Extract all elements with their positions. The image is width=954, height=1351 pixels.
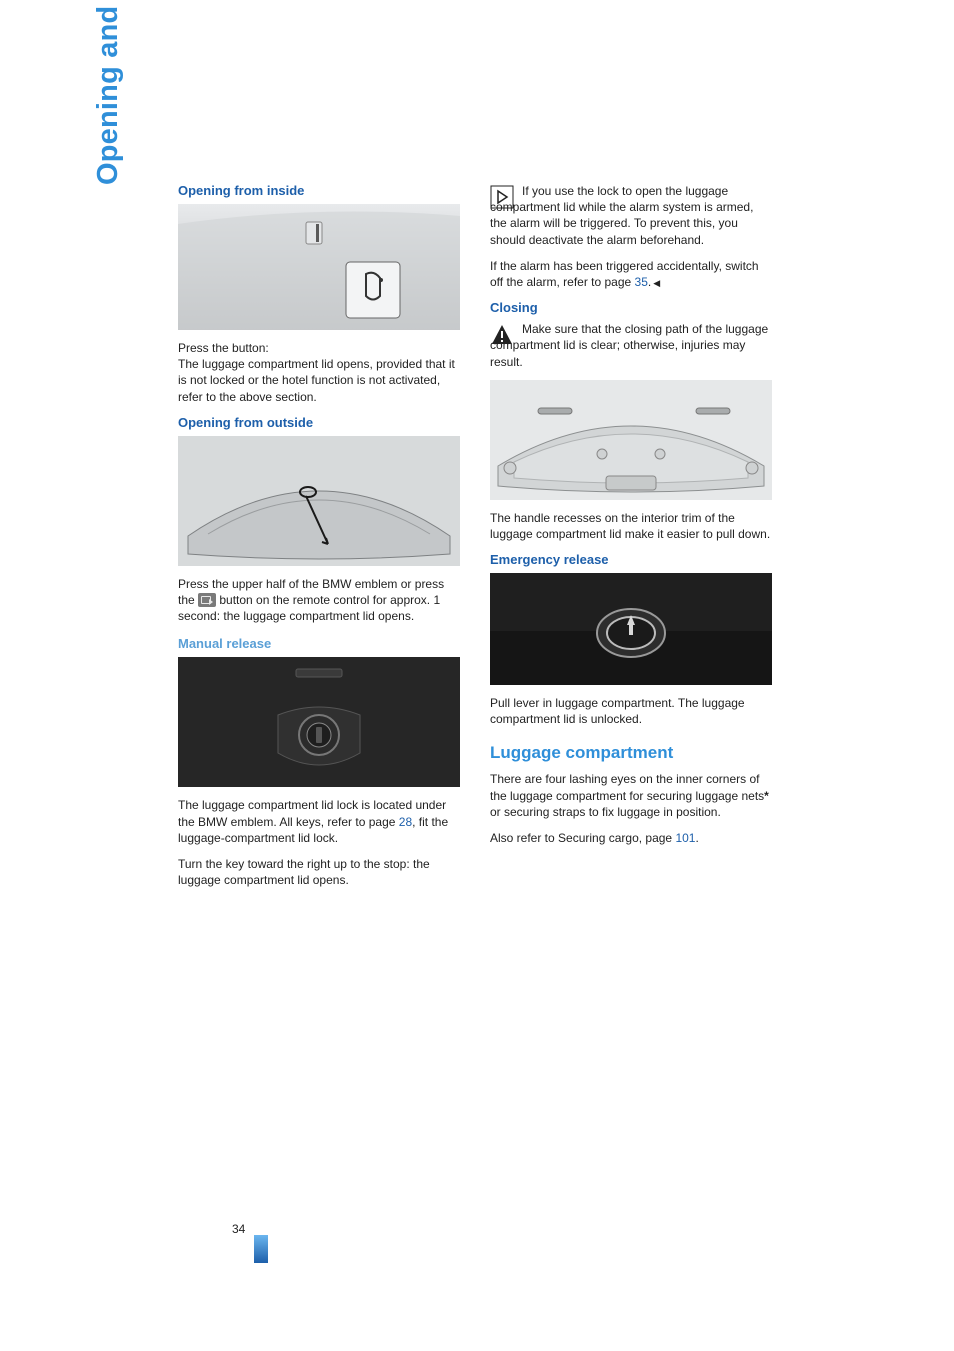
link-page-35[interactable]: 35 (635, 275, 648, 289)
page-number: 34 (232, 1222, 245, 1236)
figure-interior-button (178, 204, 460, 330)
note-alarm-2-tail: . (648, 275, 660, 289)
text-turn-key: Turn the key toward the right up to the … (178, 856, 460, 888)
text-securing-tail: . (695, 831, 698, 845)
info-note-alarm: If you use the lock to open the luggage … (490, 183, 772, 248)
text-securing-cargo: Also refer to Securing cargo, page 101. (490, 830, 772, 846)
text-press-emblem-post: button on the remote control for approx.… (178, 593, 440, 623)
figure-trunk-outside (178, 436, 460, 566)
text-lashing-eyes: There are four lashing eyes on the inner… (490, 771, 772, 820)
text-lashing-tail: or securing straps to fix luggage in pos… (490, 805, 721, 819)
link-page-101[interactable]: 101 (675, 831, 695, 845)
heading-emergency-release: Emergency release (490, 552, 772, 567)
heading-luggage-compartment: Luggage compartment (490, 743, 772, 763)
footnote-star: * (764, 789, 769, 803)
text-lashing-pre: There are four lashing eyes on the inner… (490, 772, 764, 802)
info-arrow-icon (490, 185, 514, 209)
column-left: Opening from inside Press the button: Th… (178, 183, 460, 898)
text-press-button-line1: Press the button: (178, 341, 269, 355)
text-pull-lever: Pull lever in luggage compartment. The l… (490, 695, 772, 727)
note-alarm-2-pre: If the alarm has been triggered accident… (490, 259, 759, 289)
text-press-button: Press the button: The luggage compartmen… (178, 340, 460, 405)
interior-button-illustration (178, 204, 460, 330)
text-handle-recesses: The handle recesses on the interior trim… (490, 510, 772, 542)
note-alarm-text-1: If you use the lock to open the luggage … (490, 183, 772, 248)
text-press-button-line2: The luggage compartment lid opens, provi… (178, 357, 455, 403)
keyhole-illustration (178, 657, 460, 787)
heading-closing: Closing (490, 300, 772, 315)
text-securing-pre: Also refer to Securing cargo, page (490, 831, 675, 845)
warning-closing-path: Make sure that the closing path of the l… (490, 321, 772, 370)
figure-keyhole (178, 657, 460, 787)
trunk-remote-icon (198, 593, 216, 607)
lid-interior-illustration (490, 380, 772, 500)
heading-opening-from-outside: Opening from outside (178, 415, 460, 430)
text-lid-lock-location: The luggage compartment lid lock is loca… (178, 797, 460, 846)
trunk-outside-illustration (178, 436, 460, 566)
link-page-28[interactable]: 28 (399, 815, 412, 829)
warning-triangle-icon (490, 323, 514, 347)
figure-emergency-lever (490, 573, 772, 685)
heading-manual-release: Manual release (178, 636, 460, 651)
column-right: If you use the lock to open the luggage … (490, 183, 772, 856)
figure-lid-interior (490, 380, 772, 500)
note-alarm-text-2: If the alarm has been triggered accident… (490, 258, 772, 290)
text-press-emblem: Press the upper half of the BMW emblem o… (178, 576, 460, 625)
heading-opening-from-inside: Opening from inside (178, 183, 460, 198)
warning-closing-text: Make sure that the closing path of the l… (490, 321, 772, 370)
emergency-lever-illustration (490, 573, 772, 685)
page-number-bar (254, 1235, 268, 1263)
chapter-tab: Opening and closing (92, 0, 125, 185)
